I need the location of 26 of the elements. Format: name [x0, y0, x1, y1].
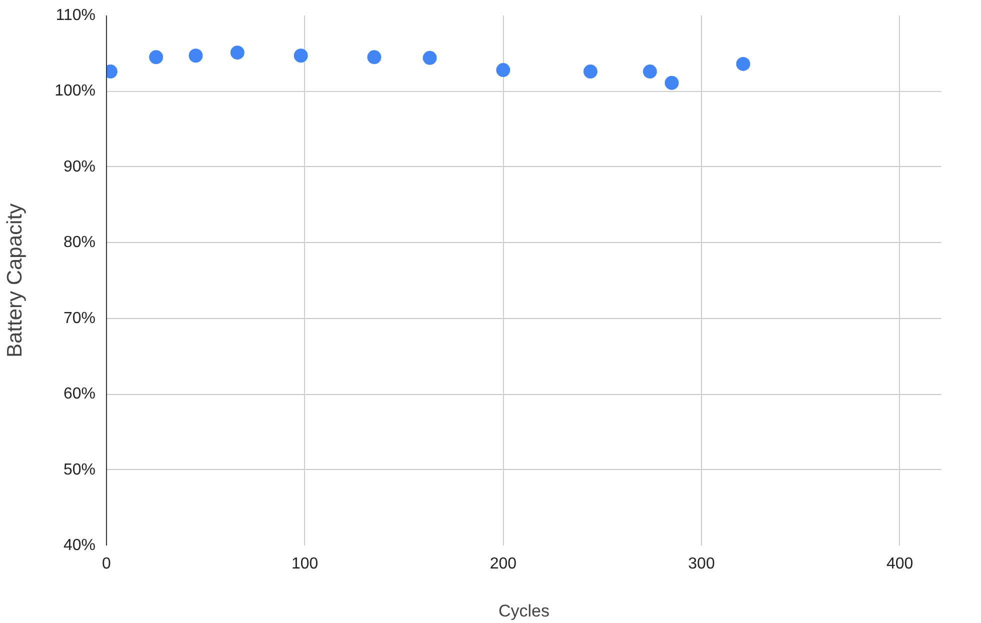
point: [149, 50, 164, 64]
point: [664, 76, 679, 90]
point: [422, 50, 437, 65]
y-tick-label: 60%: [63, 386, 96, 403]
y-tick-label: 50%: [63, 461, 96, 478]
x-tick-label: 100: [291, 556, 318, 572]
x-tick-label: 300: [688, 556, 715, 572]
y-tick-label: 40%: [63, 537, 96, 554]
x-tick-label: 200: [490, 556, 517, 572]
point: [583, 64, 598, 79]
y-tick-label: 80%: [63, 234, 96, 252]
y-tick-label: 100%: [54, 82, 96, 100]
point: [736, 56, 750, 71]
x-tick-label: 0: [102, 556, 112, 572]
y-tick-label: 110%: [56, 7, 96, 24]
point: [230, 46, 244, 60]
x-axis-title: Cycles: [498, 602, 550, 620]
y-tick-label: 70%: [63, 310, 96, 327]
y-axis-title: Battery Capacity: [4, 202, 27, 358]
y-tick-label: 90%: [63, 158, 96, 176]
point: [188, 48, 203, 63]
x-tick-label: 400: [886, 556, 914, 572]
point: [496, 63, 510, 77]
point: [294, 48, 308, 63]
point: [642, 64, 657, 79]
point: [367, 50, 382, 64]
